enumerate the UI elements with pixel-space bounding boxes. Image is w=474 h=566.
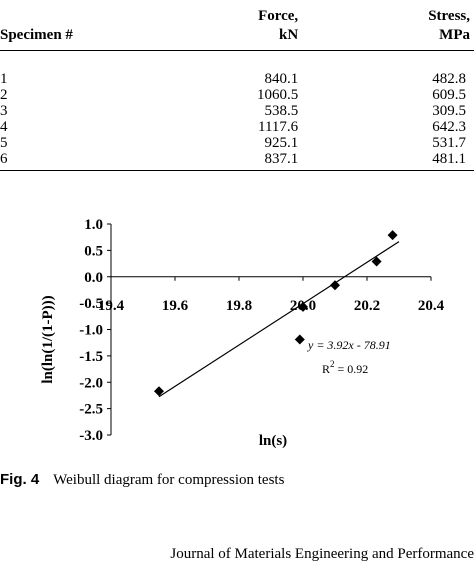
cell-stress: 642.3 <box>432 118 466 135</box>
figure-caption-text: Weibull diagram for compression tests <box>53 472 285 488</box>
cell-specimen: 5 <box>0 134 8 151</box>
x-tick-label: 19.8 <box>226 298 252 314</box>
cell-specimen: 1 <box>0 70 8 87</box>
y-tick-label: 0.5 <box>84 243 103 259</box>
cell-stress: 531.7 <box>432 134 466 151</box>
y-tick-label: 1.0 <box>84 217 103 233</box>
trendline-equation: y = 3.92x - 78.91 <box>307 338 391 352</box>
table-row: 2 1060.5 609.5 <box>0 87 474 103</box>
cell-specimen: 6 <box>0 150 8 167</box>
column-header-stress: Stress, MPa <box>428 7 470 43</box>
cell-force: 837.1 <box>264 150 299 167</box>
y-tick-label: 0.0 <box>84 270 103 286</box>
trendline <box>158 241 400 398</box>
y-axis-title: ln(ln(1/(1-P))) <box>40 295 56 383</box>
x-axis-title: ln(s) <box>259 433 287 449</box>
column-header-force: Force, kN <box>258 7 299 43</box>
y-tick-label: -0.5 <box>79 296 103 312</box>
cell-stress: 482.8 <box>432 70 466 87</box>
cell-force: 840.1 <box>264 70 299 87</box>
data-point <box>330 280 340 291</box>
column-header-specimen: Specimen # <box>0 26 73 43</box>
figure-number: Fig. 4 <box>0 471 40 488</box>
cell-stress: 309.5 <box>432 102 466 119</box>
table-row: 3 538.5 309.5 <box>0 103 474 119</box>
specimen-table: Specimen # Force, kN Stress, MPa 1 840.1 4… <box>0 0 474 171</box>
table-row: 4 1117.6 642.3 <box>0 119 474 135</box>
table-header-row: Specimen # Force, kN Stress, MPa <box>0 0 474 50</box>
table-row: 6 837.1 481.1 <box>0 151 474 171</box>
cell-force: 1117.6 <box>258 118 299 135</box>
y-tick-label: -2.0 <box>79 375 103 391</box>
data-point <box>298 301 308 312</box>
journal-footer: Journal of Materials Engineering and Per… <box>170 546 474 562</box>
x-tick-label: 20.2 <box>354 298 380 314</box>
figure-caption: Fig. 4 Weibull diagram for compression te… <box>0 471 284 489</box>
cell-specimen: 4 <box>0 118 8 135</box>
y-tick-label: -1.5 <box>79 349 103 365</box>
cell-specimen: 3 <box>0 102 8 119</box>
data-point <box>154 386 164 397</box>
r-squared-label: R2 = 0.92 <box>322 359 368 376</box>
y-tick-label: -3.0 <box>79 428 103 444</box>
cell-force: 1060.5 <box>256 86 299 103</box>
data-point <box>294 334 305 345</box>
specimen-table-container: Specimen # Force, kN Stress, MPa 1 840.1 4… <box>0 0 474 171</box>
cell-stress: 481.1 <box>432 150 466 167</box>
data-point <box>387 230 398 241</box>
cell-specimen: 2 <box>0 86 8 103</box>
table-row: 5 925.1 531.7 <box>0 135 474 151</box>
cell-stress: 609.5 <box>432 86 466 103</box>
cell-force: 538.5 <box>264 102 299 119</box>
x-tick-label: 19.4 <box>98 298 125 314</box>
y-tick-label: -1.0 <box>79 323 103 339</box>
data-point <box>371 256 382 267</box>
table-row: 1 840.1 482.8 <box>0 50 474 87</box>
y-tick-label: -2.5 <box>79 402 103 418</box>
cell-force: 925.1 <box>264 134 299 151</box>
x-tick-label: 19.6 <box>162 298 189 314</box>
x-tick-label: 20.4 <box>418 298 445 314</box>
